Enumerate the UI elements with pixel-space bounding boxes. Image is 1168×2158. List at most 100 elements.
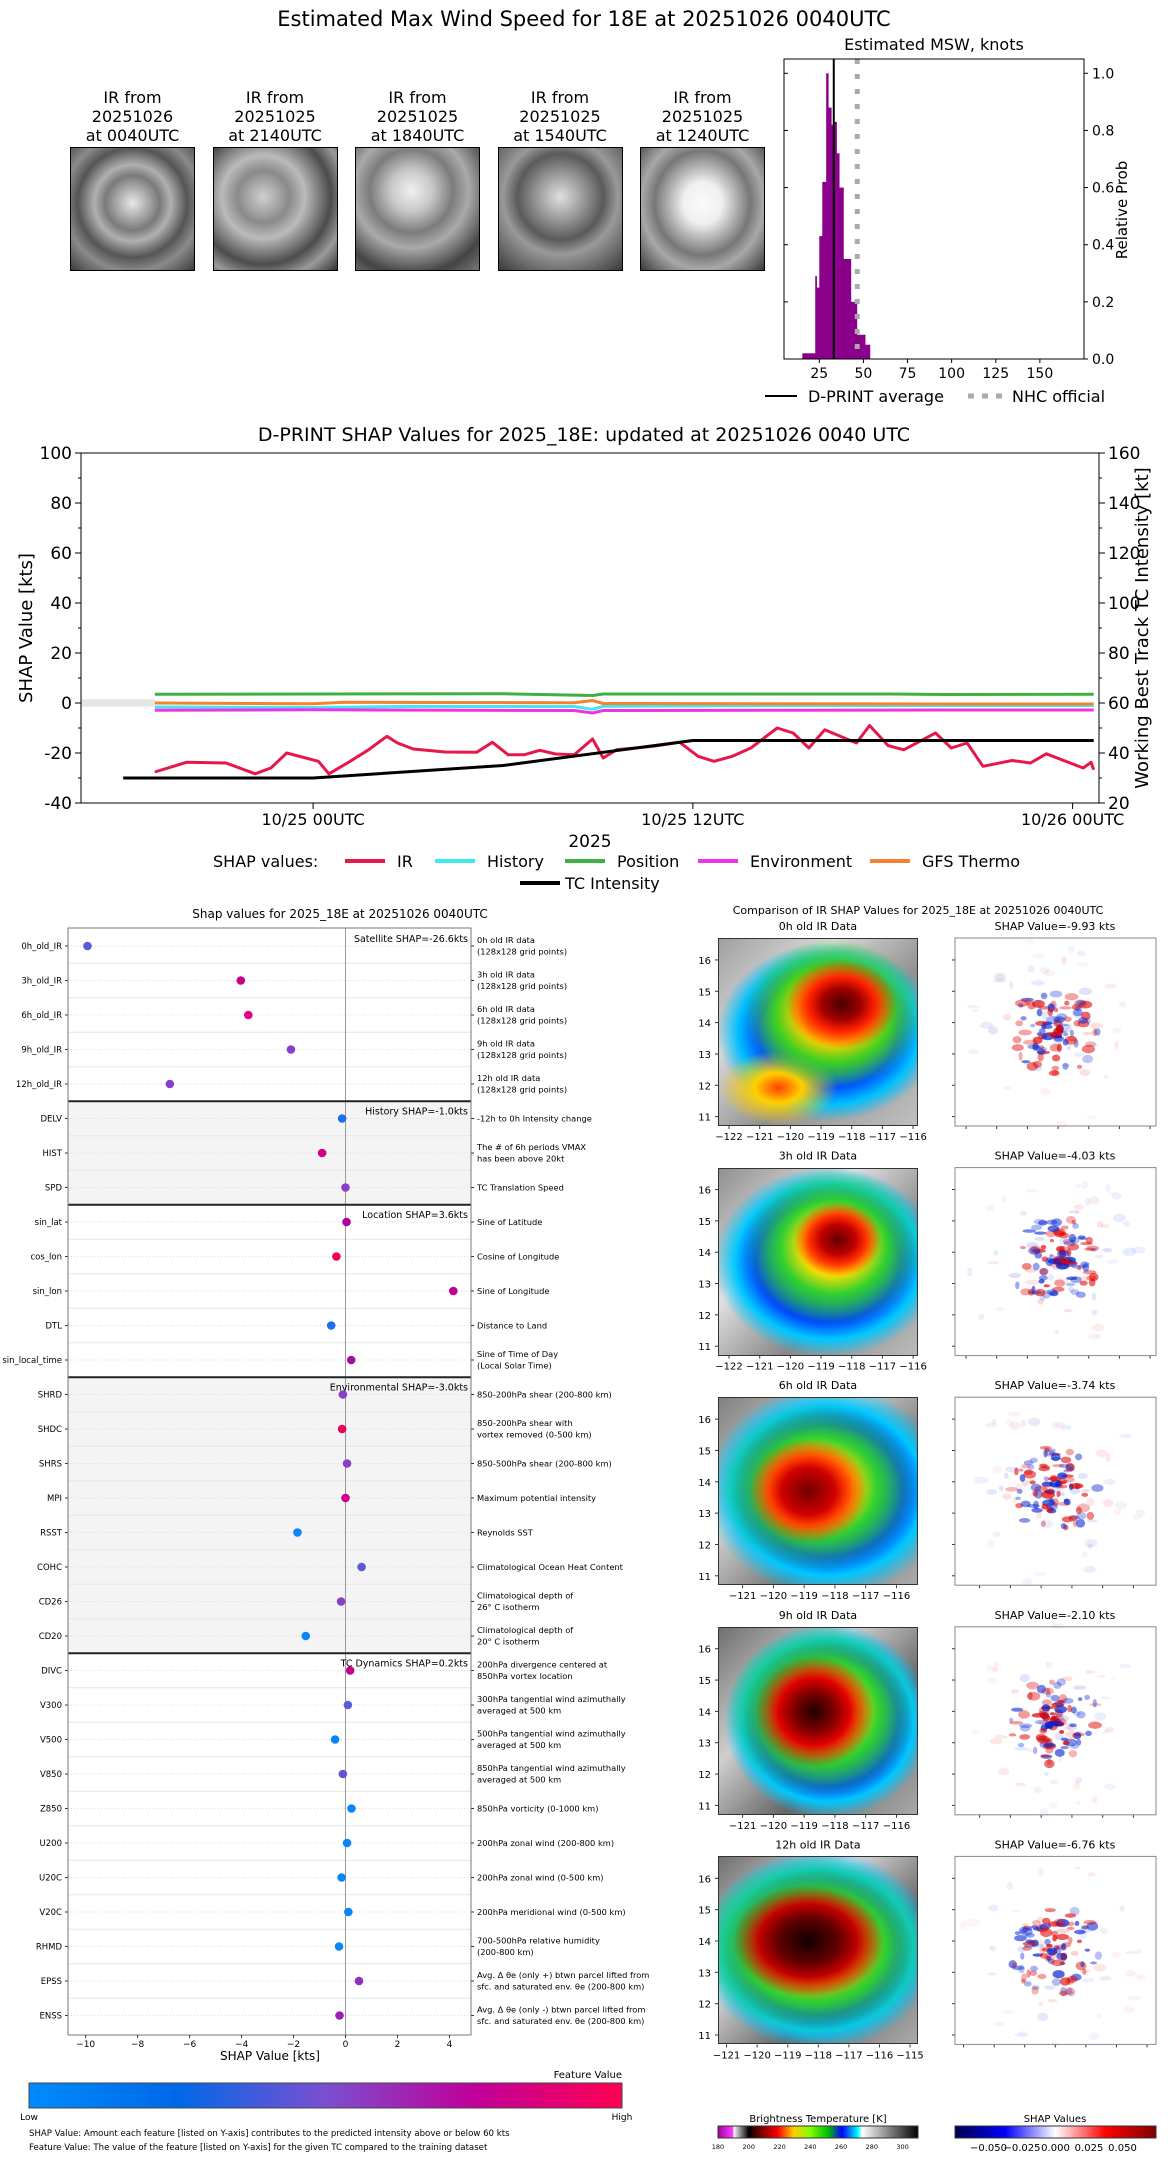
shap-heat-cell — [1054, 1034, 1063, 1039]
shap-heat-cell — [1038, 1279, 1045, 1284]
shap-heat-cell — [1039, 1952, 1048, 1959]
shap-heat-cell — [1049, 1712, 1056, 1716]
shap-heat-cell — [1104, 983, 1117, 989]
feature-label: V850 — [40, 1770, 62, 1780]
shap-heat-cell — [1034, 1719, 1048, 1725]
shap-heat-cell — [1075, 1518, 1086, 1528]
shap-heat-cell — [1070, 1950, 1079, 1956]
shap-heat-cell — [1020, 1500, 1031, 1508]
shap-heat-cell — [1044, 1759, 1055, 1769]
feature-description: (Local Solar Time) — [477, 1361, 552, 1371]
lon-tick-label: −121 — [729, 1591, 756, 1602]
x-tick-label: −10 — [76, 2040, 95, 2050]
shap-heat-cell — [1075, 962, 1090, 968]
shap-heat-cell — [1059, 1006, 1072, 1010]
feature-description: (128x128 grid points) — [477, 1050, 567, 1060]
shap-tick-label: −0.050 — [970, 2143, 1007, 2154]
feature-label: ENSS — [39, 2012, 62, 2022]
shap-tick-label: 0.000 — [1041, 2143, 1070, 2154]
shap-heat-cell — [1001, 1493, 1012, 1499]
shap-heat-cell — [1002, 1493, 1012, 1501]
feature-shap-dot — [342, 1838, 352, 1848]
shap-heat-cell — [1039, 1087, 1051, 1096]
feature-shap-dot — [354, 1976, 364, 1986]
shap-heat-cell — [1039, 1727, 1048, 1734]
shap-heat-cell — [1060, 1522, 1067, 1529]
shap-heat-cell — [1103, 1783, 1117, 1790]
shap-heat-cell — [1019, 1723, 1033, 1729]
feature-shap-dot — [83, 941, 92, 951]
shap-heat-cell — [1040, 1244, 1047, 1250]
shap-heat-cell — [1091, 1795, 1098, 1804]
shap-heat-cell — [1049, 1254, 1055, 1258]
shap-heat-cell — [1041, 1704, 1051, 1712]
shap-heat-cell — [1011, 1962, 1018, 1968]
shap-heat-cell — [1051, 1218, 1063, 1227]
ir-brightness-map — [718, 1397, 918, 1586]
shap-heat-cell — [1024, 1932, 1035, 1938]
shap-heat-cell — [1084, 1538, 1098, 1548]
x-tick-label: 10/25 00UTC — [261, 810, 364, 829]
shap-heat-cell — [1016, 1946, 1026, 1953]
shap-map — [954, 1396, 1157, 1586]
shap-heat-cell — [987, 1026, 999, 1035]
x-tick-label: 0 — [343, 2040, 349, 2050]
colorbar-high-label: High — [612, 2113, 633, 2123]
feature-label: SHDC — [38, 1425, 62, 1435]
shap-heat-cell — [1073, 1685, 1087, 1690]
shap-heat-cell — [1073, 1038, 1079, 1048]
x-tick-label: −8 — [131, 2040, 145, 2050]
feature-description: vortex removed (0-500 km) — [477, 1430, 592, 1440]
shap-tick-label: 0.050 — [1108, 2143, 1137, 2154]
shap-heat-cell — [1018, 1926, 1028, 1934]
feature-shap-dot — [344, 1907, 353, 1917]
shap-heat-cell — [1082, 1031, 1094, 1036]
shap-heat-cell — [992, 978, 1006, 983]
lat-tick-label: 11 — [698, 1801, 711, 1812]
shap-heat-cell — [1054, 1230, 1064, 1238]
shap-heat-cell — [1040, 1754, 1050, 1758]
shap-heat-cell — [1069, 1483, 1084, 1489]
shap-heat-cell — [1077, 1265, 1082, 1271]
shap-heat-cell — [1105, 1453, 1111, 1462]
shap-heat-cell — [966, 1005, 980, 1009]
shap-heat-cell — [1044, 1721, 1053, 1729]
shap-heat-cell — [1055, 1718, 1067, 1726]
shap-heat-cell — [1066, 1038, 1078, 1046]
shap-heat-cell — [1088, 1721, 1102, 1729]
lat-tick-label: 14 — [698, 1019, 711, 1030]
feature-shap-dot — [449, 1286, 458, 1296]
shap-heat-cell — [1019, 1927, 1033, 1936]
shap-heat-cell — [1099, 1976, 1112, 1981]
shap-heat-cell — [1025, 1188, 1038, 1193]
shap-heat-cell — [1020, 1725, 1031, 1732]
shap-heat-cell — [1019, 1674, 1030, 1683]
feature-shap-dot — [335, 2011, 344, 2020]
y-tick-label: -20 — [44, 744, 72, 764]
shap-heat-cell — [1031, 999, 1045, 1008]
shap-heat-cell — [1086, 1115, 1097, 1120]
shap-heat-cell — [1094, 1712, 1107, 1721]
shap-heat-cell — [1103, 1499, 1114, 1507]
shap-heat-cell — [1047, 1225, 1060, 1232]
y-right-tick-label: 60 — [1108, 694, 1130, 714]
shap-heat-cell — [1041, 1024, 1047, 1030]
shap-heat-cell — [1053, 1035, 1063, 1045]
feature-shap-dot — [338, 1769, 348, 1779]
shap-heat-cell — [1068, 1921, 1075, 1927]
x-tick-label: −2 — [287, 2040, 300, 2050]
feature-label: V20C — [39, 1908, 62, 1918]
shap-heat-cell — [1066, 1724, 1077, 1731]
shap-heat-cell — [1047, 1999, 1058, 2003]
shap-plot-axes — [67, 927, 472, 2036]
shap-heat-cell — [1059, 1920, 1071, 1927]
shap-heat-cell — [966, 1918, 980, 1926]
shap-heat-cell — [1074, 1209, 1079, 1215]
legend-label: Position — [617, 852, 679, 871]
shap-heat-cell — [1034, 1252, 1043, 1259]
ir-map-title: 0h old IR Data — [779, 920, 857, 933]
shap-heat-cell — [1071, 1004, 1081, 1011]
shap-heat-cell — [1039, 991, 1047, 998]
legend-label: GFS Thermo — [922, 852, 1020, 871]
shap-heat-cell — [1051, 1065, 1060, 1071]
